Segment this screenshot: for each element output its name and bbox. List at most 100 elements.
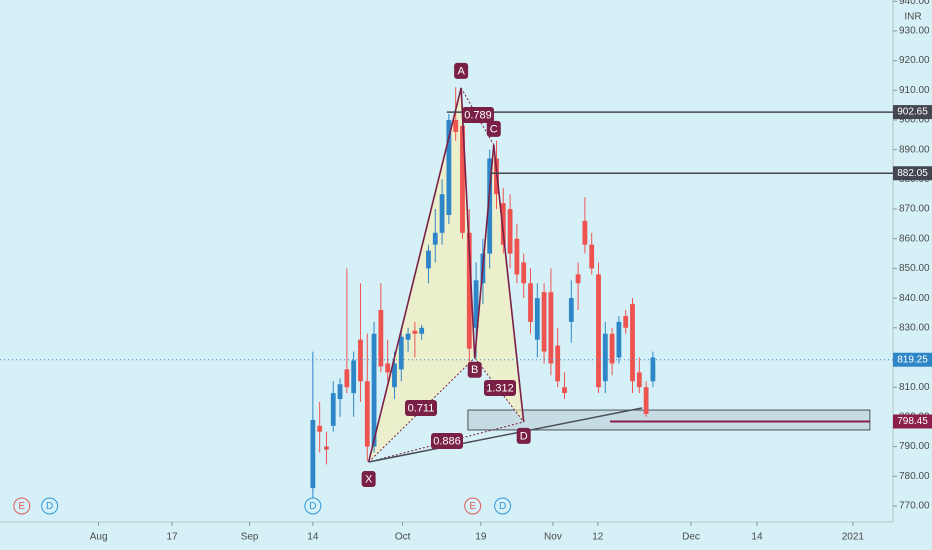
price-label-box	[893, 352, 932, 367]
pattern-point-label: X	[365, 473, 373, 485]
candle-body	[453, 119, 459, 132]
x-tick-label: Dec	[682, 532, 700, 543]
pattern-ratio-label-box	[462, 107, 494, 123]
candle-body	[351, 360, 357, 394]
candle-body	[432, 232, 438, 245]
price-label-box	[893, 166, 932, 181]
y-tick-label: 930.00	[899, 26, 930, 37]
x-tick-label: Nov	[544, 532, 562, 543]
y-tick-label: 780.00	[899, 471, 930, 482]
candle-body	[582, 220, 588, 245]
candle-body	[446, 119, 452, 215]
candle-body	[310, 419, 316, 489]
y-tick-label: 810.00	[899, 382, 930, 393]
pattern-point-label-box	[516, 427, 531, 444]
candle-body	[514, 238, 520, 275]
candle-body	[650, 357, 656, 382]
event-label: E	[469, 501, 476, 512]
pattern-point-label-box	[361, 471, 376, 488]
x-tick-label: Oct	[395, 532, 411, 543]
candle-body	[487, 158, 493, 254]
pattern-point-label-box	[467, 361, 482, 378]
candle-body	[602, 333, 608, 382]
pattern-ratio-label: 0.711	[408, 402, 435, 414]
candle-body	[500, 203, 506, 245]
pattern-ratio-line	[368, 357, 476, 463]
event-label: E	[18, 501, 25, 512]
candle-body	[568, 298, 574, 322]
event-marker	[13, 497, 31, 515]
pattern-point-label: C	[490, 123, 498, 135]
event-marker	[41, 497, 59, 515]
candle-body	[521, 262, 527, 284]
unit-label: INR	[904, 12, 921, 23]
candle-body	[555, 345, 561, 382]
candle-body	[385, 363, 391, 373]
pattern-leg	[473, 144, 495, 358]
candle-body	[473, 280, 479, 328]
x-tick-label: 14	[307, 532, 319, 543]
zone-box	[467, 409, 871, 431]
candle-body	[412, 330, 418, 334]
candle-body	[589, 244, 595, 269]
y-tick-label: 790.00	[899, 441, 930, 452]
candle-body	[330, 393, 336, 426]
candle-body	[405, 333, 411, 340]
candle-body	[609, 333, 615, 364]
y-tick-label: 940.00	[899, 0, 930, 7]
candle-body	[636, 372, 642, 388]
y-tick-label: 920.00	[899, 55, 930, 66]
price-label: 819.25	[897, 354, 928, 365]
event-label: D	[499, 501, 506, 512]
price-label: 798.45	[897, 416, 928, 427]
pattern-leg	[492, 144, 525, 423]
event-label: D	[309, 501, 316, 512]
candle-body	[541, 292, 547, 352]
candle-body	[371, 333, 377, 447]
y-tick-label: 770.00	[899, 501, 930, 512]
y-tick-label: 910.00	[899, 85, 930, 96]
x-tick-label: 17	[167, 532, 179, 543]
pattern-ratio-label-box	[484, 380, 516, 396]
pattern-leg	[460, 87, 476, 358]
candle-body	[528, 283, 533, 322]
candle-body	[596, 274, 601, 388]
pattern-leg	[367, 87, 462, 463]
price-label-box	[893, 414, 932, 429]
pattern-point-label: B	[471, 364, 478, 376]
price-label-box	[893, 105, 932, 120]
x-tick-label: 19	[475, 532, 487, 543]
candle-body	[439, 194, 445, 233]
candle-body	[344, 369, 350, 388]
pattern-point-label: A	[457, 65, 465, 77]
x-tick-label: 12	[592, 532, 604, 543]
candle-body	[392, 363, 397, 388]
candle-body	[548, 292, 554, 364]
y-tick-label: 860.00	[899, 233, 930, 244]
candle-body	[562, 387, 567, 394]
support-line	[368, 407, 643, 463]
pattern-ratio-label: 1.312	[486, 382, 514, 394]
event-marker	[304, 497, 322, 515]
x-tick-label: Sep	[241, 532, 259, 543]
candle-body	[364, 381, 370, 447]
y-tick-label: 840.00	[899, 293, 930, 304]
y-tick-label: 870.00	[899, 204, 930, 215]
pattern-ratio-label: 0.886	[433, 435, 461, 447]
candle-body	[324, 446, 329, 450]
candle-body	[398, 336, 404, 370]
candle-body	[460, 125, 465, 233]
candle-body	[534, 298, 540, 340]
pattern-point-label-box	[454, 62, 469, 79]
candle-body	[623, 315, 629, 328]
event-marker	[464, 497, 482, 515]
pattern-bcd	[474, 144, 524, 422]
event-marker	[494, 497, 512, 515]
candle-body	[616, 321, 622, 358]
candle-body	[507, 209, 513, 254]
y-tick-label: 900.00	[899, 115, 930, 126]
x-tick-label: 2021	[842, 532, 865, 543]
candle-body	[643, 387, 649, 414]
price-label: 882.05	[897, 168, 928, 179]
